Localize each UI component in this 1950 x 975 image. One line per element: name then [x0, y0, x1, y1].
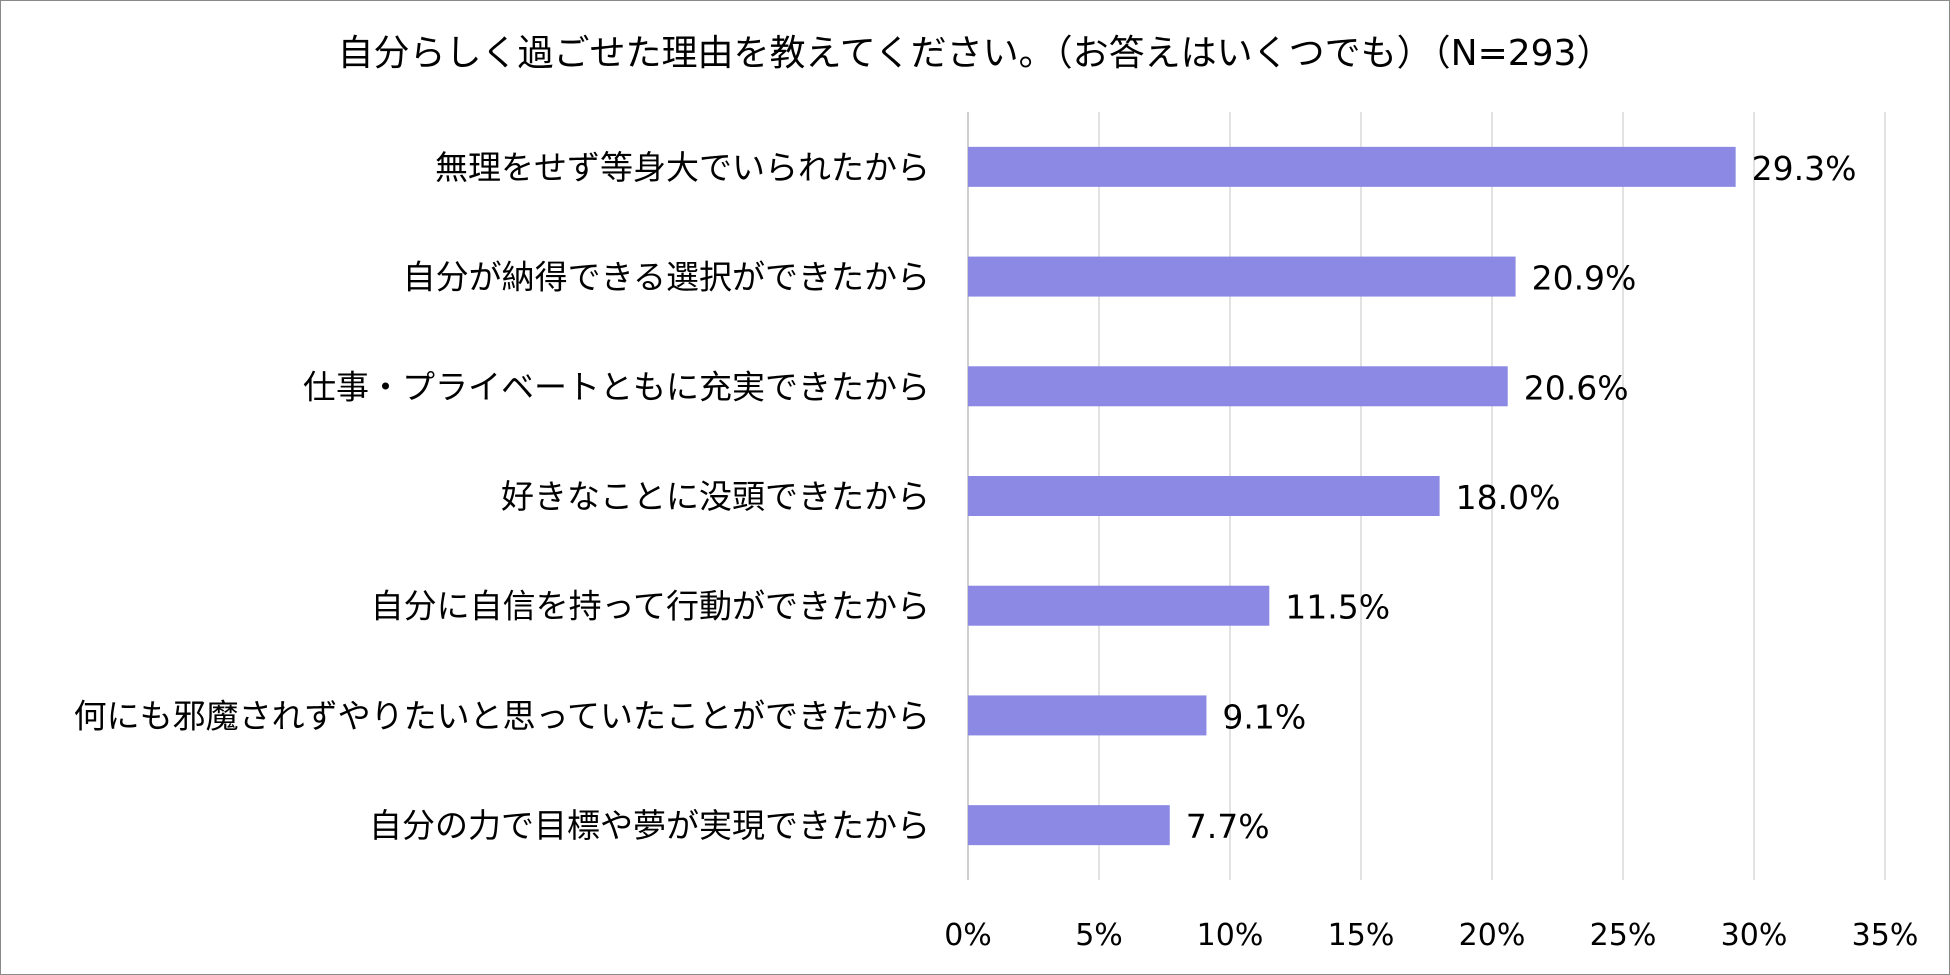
x-tick-label: 20% [1459, 918, 1526, 953]
x-tick-label: 5% [1075, 918, 1123, 953]
value-label: 20.6% [1524, 368, 1629, 407]
x-tick-label: 15% [1328, 918, 1395, 953]
value-label: 9.1% [1222, 697, 1306, 736]
value-label: 20.9% [1532, 259, 1637, 298]
x-tick-label: 0% [944, 918, 992, 953]
x-tick-label: 25% [1590, 918, 1657, 953]
category-label: 自分が納得できる選択ができたから [403, 258, 930, 297]
category-label: 自分に自信を持って行動ができたから [371, 587, 930, 626]
bar [968, 585, 1270, 626]
category-label: 仕事・プライベートともに充実できたから [303, 367, 930, 406]
x-tick-label: 30% [1721, 918, 1788, 953]
value-label: 11.5% [1285, 588, 1390, 627]
x-tick-labels: 0% 5% 10% 15% 20% 25% 30% 35% [944, 918, 1918, 953]
bar [968, 366, 1508, 407]
bar [968, 476, 1440, 516]
value-label: 29.3% [1752, 149, 1857, 188]
chart-title: 自分らしく過ごせた理由を教えてください。（お答えはいくつでも）（N=293） [337, 33, 1613, 74]
category-label: 何にも邪魔されずやりたいと思っていたことができたから [74, 696, 930, 735]
category-label: 無理をせず等身大でいられたから [435, 148, 930, 187]
category-labels: 無理をせず等身大でいられたから自分が納得できる選択ができたから仕事・プライベート… [74, 148, 930, 845]
value-label: 7.7% [1186, 807, 1270, 846]
bar [968, 805, 1170, 846]
bars [968, 146, 1736, 846]
value-label: 18.0% [1456, 478, 1561, 517]
category-label: 好きなことに没頭できたから [501, 477, 930, 516]
bar [968, 146, 1736, 187]
bar [968, 256, 1516, 297]
category-label: 自分の力で目標や夢が実現できたから [369, 806, 930, 845]
value-labels: 29.3% 20.9% 20.6% 18.0% 11.5% 9.1% 7.7% [1186, 149, 1857, 846]
x-tick-label: 10% [1197, 918, 1264, 953]
x-tick-label: 35% [1852, 918, 1919, 953]
bar [968, 695, 1207, 736]
